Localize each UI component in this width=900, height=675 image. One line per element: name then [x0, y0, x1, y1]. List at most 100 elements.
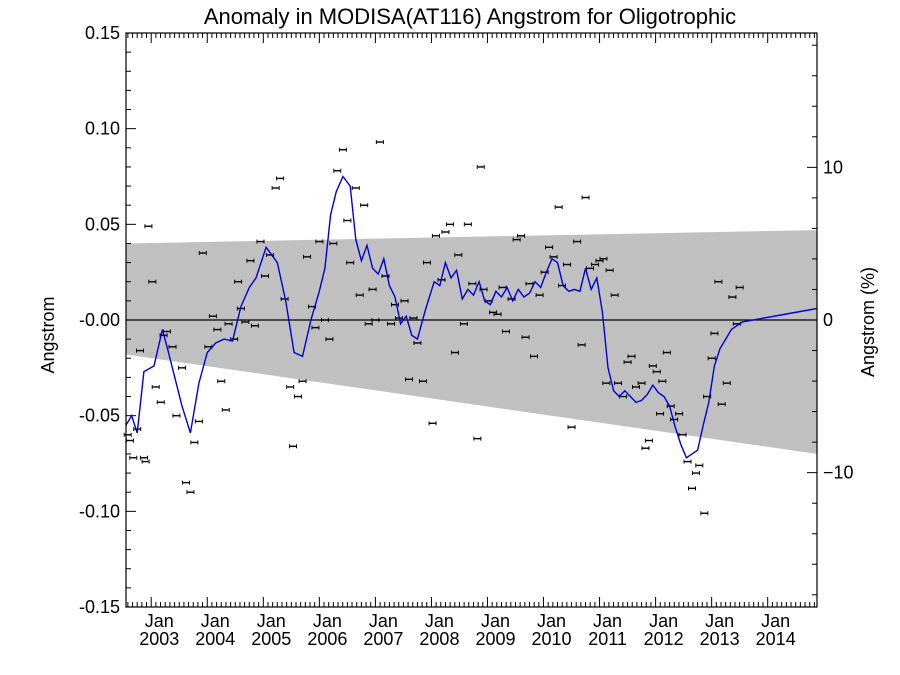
data-point [563, 262, 572, 267]
data-point [329, 241, 338, 246]
data-point [271, 185, 280, 190]
x-tick-label-year: 2005 [251, 629, 291, 649]
data-point [573, 239, 582, 244]
data-point [405, 377, 414, 382]
data-point [144, 224, 153, 229]
data-point [320, 318, 329, 322]
data-point [217, 379, 226, 384]
data-point [728, 295, 737, 300]
data-point [722, 381, 731, 386]
data-point [141, 459, 150, 464]
data-point [190, 440, 199, 445]
data-point [683, 459, 692, 464]
chart-title: Anomaly in MODISA(AT116) Angstrom for Ol… [204, 4, 736, 29]
data-point [691, 471, 700, 476]
data-point [688, 486, 697, 491]
data-point [428, 421, 437, 426]
data-point [675, 411, 684, 416]
data-point [413, 340, 422, 345]
data-point [276, 176, 285, 181]
data-point [678, 432, 687, 437]
data-point [333, 168, 342, 173]
data-point [468, 281, 477, 286]
y-tick-label: 0.10 [85, 119, 120, 139]
data-point [178, 365, 187, 370]
data-point [419, 379, 428, 384]
data-point [338, 147, 347, 152]
y-right-tick-label: 10 [823, 157, 843, 177]
x-tick-label-year: 2007 [363, 629, 403, 649]
data-point [289, 444, 298, 449]
data-point [343, 218, 352, 223]
data-point [662, 350, 671, 355]
data-point [521, 335, 530, 340]
data-point [450, 350, 459, 355]
data-point [627, 354, 636, 359]
data-point [181, 480, 190, 485]
data-point [246, 258, 255, 263]
data-point [714, 279, 723, 284]
data-point [136, 348, 145, 353]
x-tick-label-month: Jan [145, 611, 174, 631]
data-point [529, 354, 538, 359]
y-right-tick-label: 0 [823, 310, 833, 330]
data-point [151, 384, 160, 389]
data-point [234, 279, 243, 284]
data-point [213, 327, 222, 332]
data-point [375, 140, 384, 145]
data-point [670, 417, 679, 422]
data-point [186, 490, 195, 495]
data-point [194, 419, 203, 424]
data-point [351, 185, 360, 190]
x-tick-label-month: Jan [257, 611, 286, 631]
data-point [286, 384, 295, 389]
data-point [695, 463, 704, 468]
data-point [129, 455, 138, 460]
x-tick-label-year: 2011 [588, 629, 627, 649]
data-point [567, 425, 576, 430]
x-tick-label-month: Jan [649, 611, 678, 631]
data-point [707, 356, 716, 361]
data-point [139, 455, 148, 460]
x-tick-label-month: Jan [537, 611, 566, 631]
y-tick-label: -0.00 [79, 310, 120, 330]
data-point [303, 254, 312, 259]
x-tick-label-year: 2013 [700, 629, 740, 649]
data-point [463, 222, 472, 227]
y-tick-label: -0.15 [79, 597, 120, 617]
data-point [602, 381, 611, 386]
data-point [441, 229, 450, 234]
data-point [198, 251, 207, 256]
data-point [637, 381, 646, 386]
data-point [658, 379, 667, 384]
data-point [368, 287, 377, 292]
data-point [431, 233, 440, 238]
x-tick-label-year: 2009 [475, 629, 515, 649]
y-tick-label: 0.15 [85, 23, 120, 43]
data-point [656, 411, 665, 416]
data-point [652, 369, 661, 374]
y-tick-label: 0.05 [85, 214, 120, 234]
data-point [445, 222, 454, 227]
x-tick-label-year: 2006 [307, 629, 347, 649]
data-point [641, 446, 650, 451]
data-point [371, 318, 380, 322]
data-point [614, 381, 623, 386]
data-point [454, 252, 463, 257]
data-point [623, 360, 632, 365]
x-tick-label-year: 2004 [195, 629, 235, 649]
data-point [156, 400, 165, 405]
data-point [512, 237, 521, 242]
data-point [610, 293, 619, 298]
x-tick-label-month: Jan [593, 611, 622, 631]
y-axis-label-left: Angstrom [38, 296, 58, 373]
data-point [168, 344, 177, 349]
data-point [250, 323, 259, 328]
data-point [476, 164, 485, 169]
data-point [501, 329, 510, 334]
x-tick-label-year: 2012 [644, 629, 684, 649]
data-point [256, 239, 265, 244]
x-tick-label-month: Jan [201, 611, 230, 631]
data-point [298, 379, 307, 384]
